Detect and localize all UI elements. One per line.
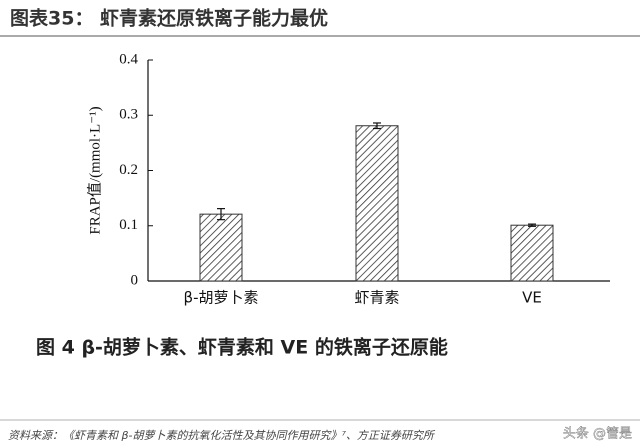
y-tick-label: 0.4 [119, 51, 138, 67]
bar [199, 213, 243, 282]
x-tick-label: β-胡萝卜素 [184, 289, 259, 307]
y-tick-label: 0 [131, 272, 139, 288]
header-title: 图表35： 虾青素还原铁离子能力最优 [10, 7, 328, 30]
error-bar [373, 122, 381, 130]
y-axis-label: FRAP值/(mmol·L⁻¹) [86, 106, 103, 234]
x-tick-label: 虾青素 [354, 289, 399, 307]
watermark: 头条 @管是 [563, 426, 632, 442]
y-tick-label: 0.3 [119, 107, 138, 123]
bar [355, 125, 399, 282]
y-tick-label: 0.1 [119, 217, 138, 233]
source: 资料来源：《虾青素和 β-胡萝卜素的抗氧化活性及其协同作用研究》⁷、方正证券研究… [8, 429, 436, 442]
y-tick-label: 0.2 [119, 162, 138, 178]
error-bar [217, 208, 225, 221]
chart-caption: 图 4 β-胡萝卜素、虾青素和 VE 的铁离子还原能 [36, 336, 448, 359]
x-tick-label: VE [522, 289, 542, 307]
bar [510, 224, 554, 282]
error-bar [528, 223, 536, 227]
